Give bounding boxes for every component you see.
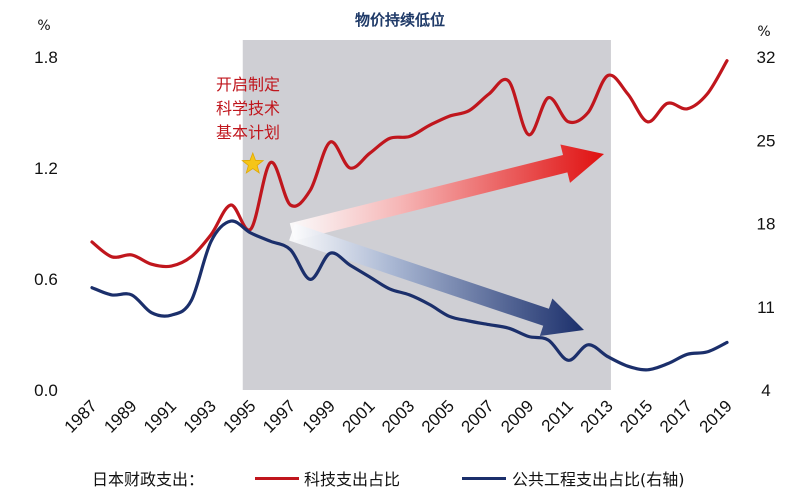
chart-title: 物价持续低位 xyxy=(355,11,445,29)
x-tick-label: 2011 xyxy=(538,396,577,435)
legend-swatch-tech xyxy=(255,477,299,480)
left-axis-ticks: 0.0 0.6 1.2 1.8 xyxy=(34,48,58,400)
x-tick-label: 2013 xyxy=(577,396,617,436)
left-tick-label: 1.2 xyxy=(34,159,58,178)
legend-label-public: 公共工程支出占比(右轴) xyxy=(512,470,685,489)
x-tick-label: 1995 xyxy=(219,396,259,436)
legend-prefix: 日本财政支出： xyxy=(92,470,205,489)
left-tick-label: 1.8 xyxy=(34,48,58,67)
right-tick-label: 25 xyxy=(757,131,776,150)
up-trend-arrow xyxy=(289,144,604,241)
shaded-region xyxy=(242,40,611,390)
left-tick-label: 0.0 xyxy=(34,381,58,400)
series-line-public-works xyxy=(90,219,729,372)
x-tick-label: 1989 xyxy=(100,396,140,436)
x-tick-label: 2009 xyxy=(497,396,537,436)
annotation-line-3: 基本计划 xyxy=(216,123,280,142)
x-tick-label: 2017 xyxy=(656,396,696,436)
x-tick-label: 2005 xyxy=(418,396,458,436)
right-tick-label: 18 xyxy=(757,215,776,234)
left-tick-label: 0.6 xyxy=(34,270,58,289)
trend-arrows xyxy=(289,144,604,336)
star-icon xyxy=(241,151,265,174)
annotation: 开启制定 科学技术 基本计划 xyxy=(216,75,280,174)
legend-swatch-public xyxy=(462,477,506,480)
x-tick-label: 2019 xyxy=(696,396,736,436)
x-tick-label: 2001 xyxy=(338,396,378,436)
annotation-line-1: 开启制定 xyxy=(216,75,280,94)
right-axis-unit: % xyxy=(757,24,770,40)
right-tick-label: 32 xyxy=(757,48,776,67)
x-tick-label: 1987 xyxy=(61,396,101,436)
down-trend-arrow xyxy=(289,223,584,336)
series-line-tech-spending xyxy=(90,59,729,269)
x-tick-label: 2007 xyxy=(458,396,498,436)
right-tick-label: 11 xyxy=(757,298,775,317)
x-tick-label: 2015 xyxy=(616,396,656,436)
right-axis-ticks: 4 11 18 25 32 xyxy=(757,48,776,400)
x-tick-label: 1999 xyxy=(299,396,339,436)
x-tick-label: 1991 xyxy=(140,396,180,436)
x-tick-label: 2003 xyxy=(378,396,418,436)
annotation-line-2: 科学技术 xyxy=(216,99,280,118)
x-axis-ticks: 1987 1989 1991 1993 1995 1997 1999 2001 2003 2005… xyxy=(61,396,736,436)
legend-label-tech: 科技支出占比 xyxy=(304,470,401,489)
right-tick-label: 4 xyxy=(761,381,770,400)
left-axis-unit: % xyxy=(37,18,50,34)
legend: 日本财政支出： 科技支出占比 公共工程支出占比(右轴) xyxy=(0,463,800,493)
x-tick-label: 1997 xyxy=(259,396,299,436)
x-tick-label: 1993 xyxy=(180,396,220,436)
